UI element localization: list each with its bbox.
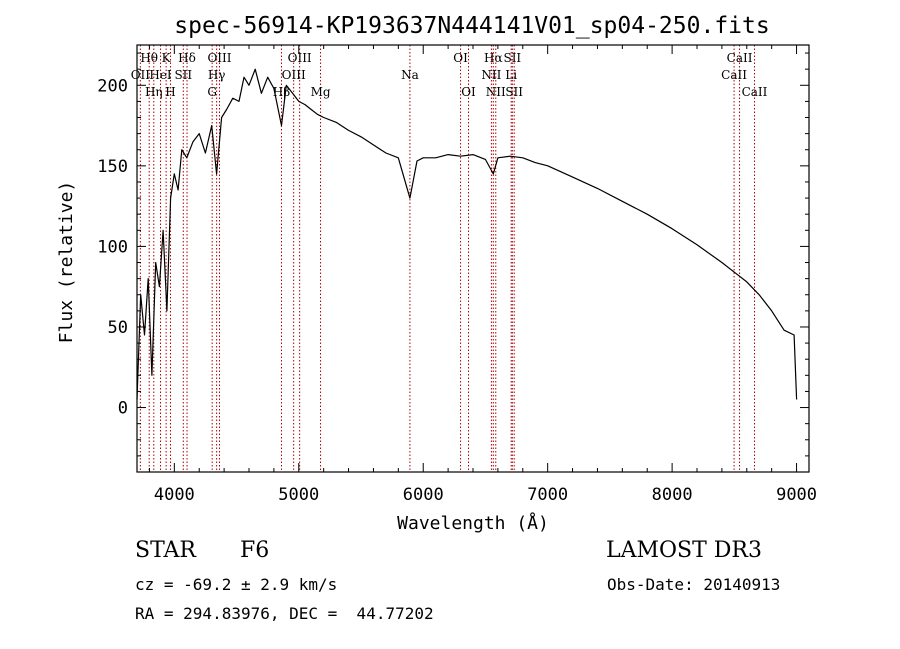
line-label: Hγ	[208, 68, 226, 82]
x-tick-label: 6000	[403, 485, 444, 505]
y-axis-label: Flux (relative)	[56, 181, 77, 344]
redshift-value: cz = -69.2 ± 2.9 km/s	[135, 575, 338, 594]
line-label: Na	[401, 68, 419, 82]
line-label: NII	[481, 68, 501, 82]
survey-name: LAMOST DR3	[606, 538, 762, 563]
line-label: SII	[505, 85, 523, 99]
spectrum-series-line	[136, 68, 798, 400]
y-tick-label: 150	[97, 157, 128, 177]
line-label: Hη	[145, 85, 163, 99]
line-label: SII	[503, 51, 521, 65]
line-label: Hθ	[140, 51, 158, 65]
line-label: Li	[505, 68, 517, 82]
line-label: OIII	[282, 68, 306, 82]
line-label: OIII	[288, 51, 312, 65]
line-label: SII	[174, 68, 192, 82]
x-tick-label: 8000	[652, 485, 693, 505]
observation-date: Obs-Date: 20140913	[607, 575, 781, 594]
line-label: HeI	[149, 68, 172, 82]
object-class: STAR	[135, 538, 196, 563]
line-label: CaII	[721, 68, 747, 82]
plot-frame	[136, 44, 810, 473]
sky-coordinates: RA = 294.83976, DEC = 44.77202	[135, 604, 434, 623]
line-label: H	[165, 85, 175, 99]
line-label: Mg	[311, 85, 331, 99]
spectral-line-labels: HθOIIHηHeIKHSIIHδHγGOIIIHβOIIIOIIIMgNaOI…	[131, 51, 768, 99]
line-label: K	[162, 51, 172, 65]
line-label: Hα	[484, 51, 503, 65]
line-label: CaII	[742, 85, 768, 99]
x-axis-ticks: 4000 5000 6000 7000 8000 9000	[148, 45, 817, 505]
chart-title: spec-56914-KP193637N444141V01_sp04-250.f…	[174, 13, 769, 39]
line-label: OIII	[207, 51, 231, 65]
y-tick-label: 100	[97, 237, 128, 257]
y-tick-label: 200	[97, 76, 128, 96]
line-label: OI	[453, 51, 468, 65]
y-tick-label: 0	[118, 399, 128, 419]
line-label: OII	[131, 68, 151, 82]
object-subclass: F6	[240, 538, 270, 563]
x-axis-label: Wavelength (Å)	[397, 512, 549, 534]
spectral-line-markers	[139, 45, 755, 472]
y-axis-ticks: 0 50 100 150 200	[97, 52, 809, 473]
line-label: G	[207, 85, 217, 99]
x-tick-label: 9000	[776, 485, 817, 505]
y-tick-label: 50	[108, 318, 128, 338]
line-label: CaII	[727, 51, 753, 65]
line-label: Hδ	[178, 51, 196, 65]
x-tick-label: 4000	[154, 485, 195, 505]
x-tick-label: 5000	[278, 485, 319, 505]
line-label: NII	[486, 85, 506, 99]
line-label: OI	[461, 85, 476, 99]
x-tick-label: 7000	[527, 485, 568, 505]
spectrum-chart: spec-56914-KP193637N444141V01_sp04-250.f…	[56, 13, 817, 534]
